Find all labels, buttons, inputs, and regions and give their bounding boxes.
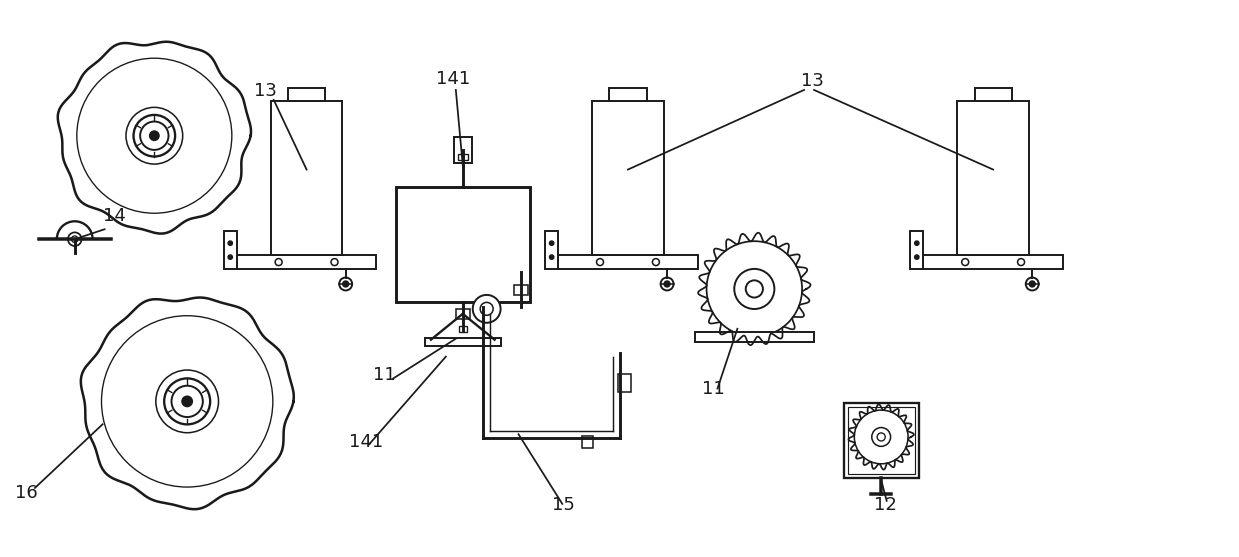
Bar: [458, 326, 467, 332]
Circle shape: [150, 131, 159, 140]
Bar: [618, 374, 631, 392]
Bar: [396, 188, 530, 302]
Circle shape: [877, 433, 885, 441]
Text: 16: 16: [15, 484, 37, 502]
Bar: [847, 407, 914, 474]
Bar: [237, 255, 377, 269]
Circle shape: [171, 385, 203, 417]
Circle shape: [855, 410, 908, 464]
Text: 13: 13: [254, 82, 276, 100]
Text: 11: 11: [701, 380, 725, 398]
Bar: [558, 255, 698, 269]
Bar: [457, 154, 468, 160]
Bar: [844, 403, 918, 478]
Bar: [610, 88, 647, 101]
Bar: [581, 436, 593, 448]
Circle shape: [228, 241, 233, 246]
Circle shape: [473, 295, 501, 323]
Circle shape: [664, 281, 670, 287]
Text: 13: 13: [802, 72, 824, 90]
Circle shape: [914, 241, 919, 246]
Bar: [224, 231, 237, 269]
Text: 141: 141: [349, 433, 384, 451]
Circle shape: [549, 255, 554, 260]
Circle shape: [1026, 277, 1038, 290]
Bar: [453, 136, 472, 163]
Bar: [958, 101, 1028, 255]
Text: 11: 11: [373, 367, 396, 384]
Bar: [425, 338, 501, 346]
Circle shape: [746, 280, 763, 297]
Bar: [695, 332, 814, 341]
Circle shape: [72, 236, 78, 242]
Bar: [545, 231, 558, 269]
Bar: [975, 88, 1012, 101]
Circle shape: [343, 281, 348, 287]
Bar: [592, 101, 664, 255]
Bar: [911, 231, 923, 269]
Circle shape: [182, 396, 192, 407]
Circle shape: [1030, 281, 1036, 287]
Text: 15: 15: [553, 496, 575, 514]
Bar: [287, 88, 325, 101]
Bar: [514, 285, 528, 295]
Bar: [923, 255, 1063, 269]
Circle shape: [339, 277, 352, 290]
Bar: [271, 101, 342, 255]
Circle shape: [140, 121, 169, 150]
Circle shape: [706, 241, 802, 337]
Circle shape: [914, 255, 919, 260]
Text: 12: 12: [873, 496, 897, 514]
Circle shape: [549, 241, 554, 246]
Circle shape: [660, 277, 674, 290]
Text: 141: 141: [436, 70, 470, 88]
Circle shape: [228, 255, 233, 260]
Text: 14: 14: [103, 207, 125, 225]
Bar: [456, 309, 470, 319]
